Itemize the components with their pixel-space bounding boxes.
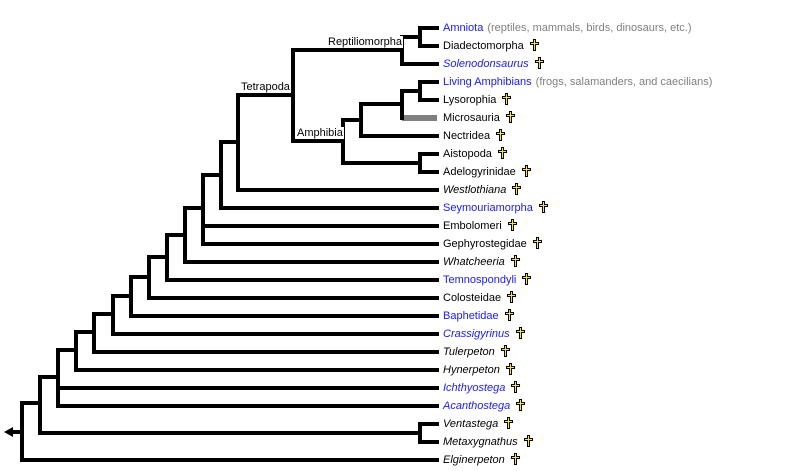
taxon-leaf: Microsauria [443, 111, 515, 125]
taxon-leaf: Aistopoda [443, 147, 507, 161]
taxon-link[interactable]: Seymouriamorpha [443, 202, 533, 214]
taxon-link[interactable]: Amniota [443, 22, 484, 34]
taxon-link[interactable]: Ichthyostega [443, 382, 506, 394]
clade-label-tetrapoda: Tetrapoda [240, 81, 291, 93]
taxon-name: Aistopoda [443, 148, 492, 160]
extinct-dagger-icon [515, 327, 525, 340]
taxon-leaf: Westlothiana [443, 183, 522, 197]
taxon-leaf[interactable]: Solenodonsaurus [443, 57, 544, 71]
taxon-link[interactable]: Baphetidae [443, 310, 499, 322]
extinct-dagger-icon [529, 39, 539, 52]
extinct-dagger-icon [510, 255, 520, 268]
taxon-name: Metaxygnathus [443, 436, 518, 448]
taxon-leaf: Diadectomorpha [443, 39, 539, 53]
taxon-link[interactable]: Acanthostega [443, 400, 511, 412]
extinct-dagger-icon [504, 309, 514, 322]
root-arrow-icon [4, 427, 13, 437]
taxon-leaf[interactable]: Seymouriamorpha [443, 201, 548, 215]
taxon-link[interactable]: Living Amphibians [443, 76, 532, 88]
taxon-name: Ventastega [443, 418, 499, 430]
taxon-name: Westlothiana [443, 184, 507, 196]
taxon-leaf[interactable]: Temnospondyli [443, 273, 532, 287]
taxon-leaf: Nectridea [443, 129, 506, 143]
taxon-leaf[interactable]: Baphetidae [443, 309, 514, 323]
taxon-leaf: Adelogyrinidae [443, 165, 531, 179]
taxon-leaf: Gephyrostegidae [443, 237, 542, 251]
extinct-dagger-icon [507, 219, 517, 232]
taxon-name: Colosteidae [443, 292, 502, 304]
extinct-dagger-icon [505, 363, 515, 376]
extinct-dagger-icon [532, 237, 542, 250]
extinct-dagger-icon [511, 381, 521, 394]
extinct-dagger-icon [538, 201, 548, 214]
taxon-leaf[interactable]: Living Amphibians (frogs, salamanders, an… [443, 75, 712, 89]
extinct-dagger-icon [510, 453, 520, 466]
extinct-dagger-icon [512, 183, 522, 196]
extinct-dagger-icon [523, 435, 533, 448]
taxon-leaf: Hynerpeton [443, 363, 515, 377]
taxon-name: Gephyrostegidae [443, 238, 527, 250]
extinct-dagger-icon [497, 147, 507, 160]
clade-label-amphibia: Amphibia [296, 127, 344, 139]
extinct-dagger-icon [505, 111, 515, 124]
taxon-leaf: Metaxygnathus [443, 435, 533, 449]
taxon-leaf: Elginerpeton [443, 453, 520, 467]
extinct-dagger-icon [496, 129, 506, 142]
taxon-link[interactable]: Crassigyrinus [443, 328, 510, 340]
taxon-link[interactable]: Solenodonsaurus [443, 58, 529, 70]
taxon-name: Microsauria [443, 112, 500, 124]
extinct-dagger-icon [521, 165, 531, 178]
taxon-name: Tulerpeton [443, 346, 495, 358]
taxon-leaf: Colosteidae [443, 291, 517, 305]
taxon-name: Elginerpeton [443, 454, 505, 466]
taxon-name: Whatcheeria [443, 256, 505, 268]
taxon-leaf[interactable]: Acanthostega [443, 399, 526, 413]
taxon-note: (frogs, salamanders, and caecilians) [535, 76, 713, 88]
taxon-link[interactable]: Temnospondyli [443, 274, 517, 286]
taxon-leaf: Tulerpeton [443, 345, 510, 359]
taxon-leaf: Lysorophia [443, 93, 512, 107]
taxon-leaf: Embolomeri [443, 219, 517, 233]
extinct-dagger-icon [507, 291, 517, 304]
extinct-dagger-icon [504, 417, 514, 430]
taxon-leaf: Ventastega [443, 417, 514, 431]
taxon-name: Embolomeri [443, 220, 502, 232]
taxon-leaf[interactable]: Amniota (reptiles, mammals, birds, dinosa… [443, 21, 692, 35]
extinct-dagger-icon [500, 345, 510, 358]
taxon-note: (reptiles, mammals, birds, dinosaurs, et… [487, 22, 692, 34]
extinct-dagger-icon [522, 273, 532, 286]
extinct-dagger-icon [516, 399, 526, 412]
taxon-name: Lysorophia [443, 94, 497, 106]
microsauria-triple-branch [402, 115, 437, 121]
clade-label-reptiliomorpha: Reptiliomorpha [327, 36, 403, 48]
taxon-name: Hynerpeton [443, 364, 500, 376]
taxon-name: Nectridea [443, 130, 491, 142]
taxon-name: Diadectomorpha [443, 40, 524, 52]
taxon-leaf: Whatcheeria [443, 255, 520, 269]
extinct-dagger-icon [534, 57, 544, 70]
taxon-leaf[interactable]: Crassigyrinus [443, 327, 525, 341]
extinct-dagger-icon [502, 93, 512, 106]
taxon-leaf[interactable]: Ichthyostega [443, 381, 521, 395]
taxon-name: Adelogyrinidae [443, 166, 516, 178]
